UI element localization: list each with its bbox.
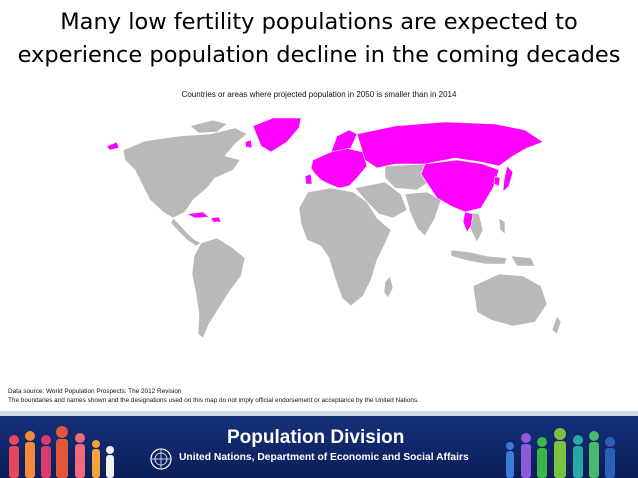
region-south-america (191, 237, 246, 339)
region-middle-east (354, 181, 408, 219)
region-papua (510, 255, 536, 267)
un-emblem-icon (150, 448, 172, 470)
region-arctic-canada (189, 119, 228, 134)
region-korea (493, 175, 501, 187)
region-scandinavia (330, 129, 358, 153)
map-caption: Countries or areas where projected popul… (181, 90, 457, 99)
region-north-america (122, 127, 248, 219)
banner-separator (0, 411, 638, 416)
region-japan (502, 165, 514, 193)
title-line-2: experience population decline in the com… (17, 42, 621, 68)
region-australia (472, 273, 548, 327)
region-thailand (462, 211, 474, 233)
region-cuba (186, 211, 210, 219)
region-new-zealand (551, 315, 562, 335)
region-central-america (170, 217, 202, 247)
region-portugal (304, 173, 313, 185)
notes: Data source: World Population Prospects:… (8, 387, 633, 405)
region-madagascar (383, 275, 394, 299)
disclaimer-note: The boundaries and names shown and the d… (8, 397, 419, 404)
region-philippines (498, 217, 506, 235)
world-map-svg (106, 117, 562, 339)
banner-title: Population Division (227, 427, 405, 448)
region-north-atlantic-islands (106, 141, 120, 151)
title-line-1: Many low fertility populations are expec… (60, 9, 578, 35)
world-map (95, 108, 565, 348)
region-china (420, 159, 500, 213)
region-europe (310, 147, 368, 189)
region-russia (356, 121, 544, 169)
slide-title: Many low fertility populations are expec… (0, 6, 638, 72)
region-indonesia (450, 249, 508, 265)
banner-subtitle: United Nations, Department of Economic a… (179, 452, 469, 463)
region-caribbean-islands (210, 216, 222, 223)
people-figures-left-icon (9, 426, 114, 478)
region-greenland (252, 117, 302, 153)
data-source-note: Data source: World Population Prospects:… (8, 388, 182, 395)
region-canada-islands-east (244, 139, 253, 149)
region-south-asia (404, 191, 442, 237)
people-figures-right-icon (506, 428, 615, 478)
